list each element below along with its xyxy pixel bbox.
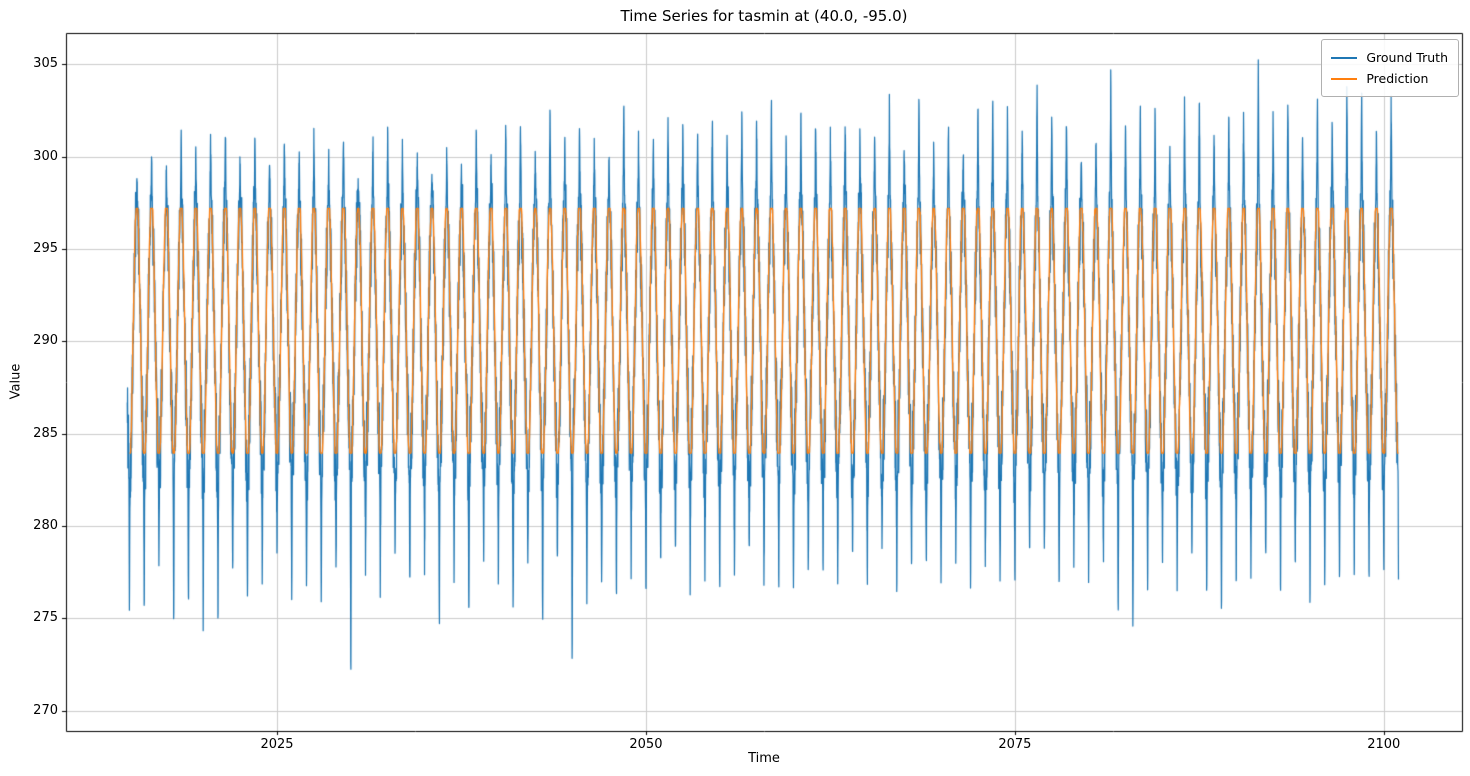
y-tick-label: 285 xyxy=(33,425,58,441)
chart-title: Time Series for tasmin at (40.0, -95.0) xyxy=(620,7,908,25)
y-tick-label: 280 xyxy=(33,518,58,534)
x-axis-label: Time xyxy=(748,751,780,766)
legend-entry-prediction: Prediction xyxy=(1331,68,1448,89)
x-tick-label: 2075 xyxy=(998,737,1032,752)
legend-label-ground-truth: Ground Truth xyxy=(1366,50,1448,65)
prediction-line-swatch-icon xyxy=(1331,77,1358,80)
y-tick-label: 305 xyxy=(33,56,58,72)
y-tick-label: 300 xyxy=(33,148,58,164)
y-tick-label: 295 xyxy=(33,241,58,257)
x-tick-label: 2025 xyxy=(260,737,294,752)
y-tick-label: 275 xyxy=(33,610,58,626)
y-axis-label: Value xyxy=(8,363,24,400)
legend-label-prediction: Prediction xyxy=(1366,71,1429,86)
y-tick-label: 290 xyxy=(33,333,58,349)
ground-truth-line-swatch-icon xyxy=(1331,56,1358,59)
y-tick-label: 270 xyxy=(33,702,58,718)
legend: Ground Truth Prediction xyxy=(1321,39,1459,97)
x-tick-label: 2100 xyxy=(1367,737,1401,752)
legend-entry-ground-truth: Ground Truth xyxy=(1331,47,1448,68)
x-tick-label: 2050 xyxy=(629,737,663,752)
